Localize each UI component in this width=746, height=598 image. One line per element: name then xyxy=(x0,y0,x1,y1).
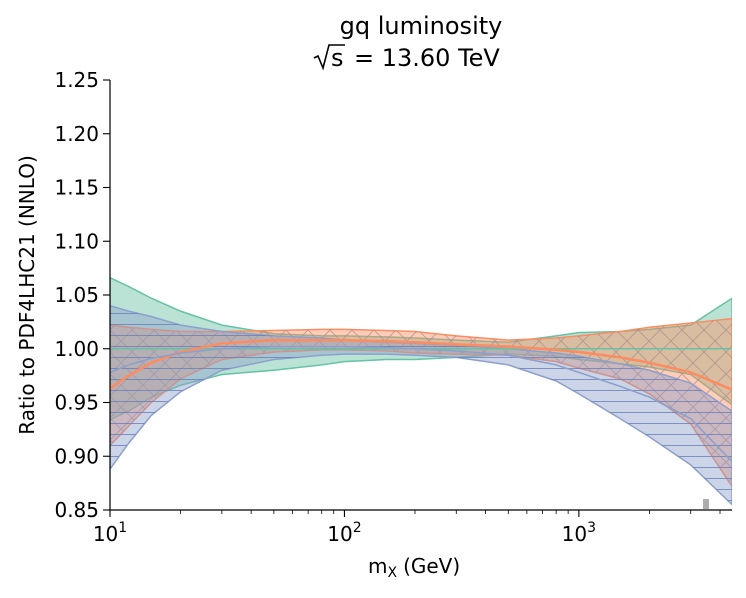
chart-title-line2: s = 13.60 TeV xyxy=(313,44,500,72)
y-tick-label-4: 1.05 xyxy=(54,283,99,307)
y-tick-label-1: 0.90 xyxy=(54,444,99,468)
y-tick-label-3: 1.00 xyxy=(54,337,99,361)
uncertainty-bands xyxy=(110,276,732,506)
x-axis-label-main: mX (GeV) xyxy=(368,554,460,581)
x-axis-label-sub: X xyxy=(387,565,397,581)
y-tick-label-5: 1.10 xyxy=(54,229,99,253)
band-hatch-blue xyxy=(110,305,732,505)
y-tick-label-7: 1.20 xyxy=(54,122,99,146)
x-ticks: 101 102 103 xyxy=(93,510,721,546)
legend-handle-marker xyxy=(703,499,709,509)
x-tick-label-0: 101 xyxy=(93,520,127,546)
y-tick-label-0: 0.85 xyxy=(54,498,99,522)
x-axis-label: mX (GeV) xyxy=(368,554,460,581)
y-ticks: 0.85 0.90 0.95 1.00 1.05 1.10 1.15 1.20 1.25 xyxy=(54,68,110,522)
central-line-blue xyxy=(110,345,732,463)
title-energy: = 13.60 TeV xyxy=(354,44,500,72)
y-tick-label-6: 1.15 xyxy=(54,176,99,200)
y-tick-label-8: 1.25 xyxy=(54,68,99,92)
x-axis-label-m: m xyxy=(368,554,387,578)
x-tick-label-1: 102 xyxy=(327,520,361,546)
y-tick-label-2: 0.95 xyxy=(54,391,99,415)
sqrt-symbol xyxy=(313,44,345,71)
x-axis-label-unit: (GeV) xyxy=(403,554,460,578)
title-sqrt-arg: s xyxy=(331,44,344,72)
chart-title-line1: gq luminosity xyxy=(340,12,503,40)
y-axis-label: Ratio to PDF4LHC21 (NNLO) xyxy=(15,155,39,434)
x-tick-label-2: 103 xyxy=(562,520,596,546)
